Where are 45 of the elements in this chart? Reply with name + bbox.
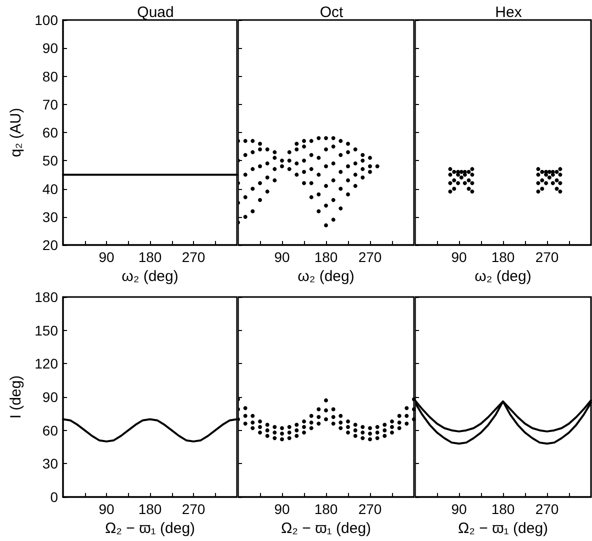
y-tick-label: 50: [42, 152, 58, 169]
x-axis-title: ω₂ (deg): [298, 268, 354, 285]
x-tick-label: 90: [451, 501, 467, 517]
y-tick-label: 90: [42, 40, 58, 56]
x-tick-label: 90: [98, 249, 114, 265]
y-tick-label: 0: [50, 489, 58, 505]
x-tick-label: 270: [182, 501, 206, 517]
y-axis-title: I (deg): [8, 375, 25, 419]
y-tick-label: 150: [34, 322, 58, 338]
x-tick-label: 180: [491, 249, 515, 265]
x-tick-label: 90: [274, 501, 290, 517]
x-axis-title: ω₂ (deg): [122, 268, 178, 285]
x-tick-label: 270: [182, 249, 206, 265]
x-tick-label: 180: [138, 501, 162, 517]
y-tick-label: 20: [42, 237, 58, 253]
y-tick-label: 70: [42, 96, 58, 112]
x-tick-label: 90: [98, 501, 114, 517]
x-axis-title: ω₂ (deg): [474, 268, 532, 285]
y-tick-label: 30: [42, 456, 58, 472]
x-tick-label: 90: [451, 249, 467, 265]
x-tick-label: 270: [535, 501, 559, 517]
x-tick-label: 180: [138, 249, 162, 265]
y-tick-label: 40: [42, 180, 58, 197]
y-tick-label: 30: [42, 208, 58, 225]
x-tick-label: 270: [358, 501, 382, 517]
x-tick-label: 180: [491, 501, 515, 517]
x-tick-label: 180: [314, 501, 338, 517]
x-axis-title: Ω₂ − ϖ₁ (deg): [280, 520, 372, 537]
x-axis-title: Ω₂ − ϖ₁ (deg): [104, 520, 196, 537]
x-tick-label: 180: [314, 249, 338, 265]
chart-title: Quad: [137, 4, 174, 21]
y-axis-title: q₂ (AU): [8, 108, 25, 158]
y-tick-label: 100: [34, 12, 58, 28]
x-axis-title: Ω₂ − ϖ₁ (deg): [458, 520, 548, 537]
x-tick-label: 270: [358, 249, 382, 265]
x-tick-label: 270: [535, 249, 559, 265]
y-tick-label: 60: [42, 422, 58, 438]
y-tick-label: 120: [34, 356, 58, 372]
x-tick-label: 90: [274, 249, 290, 265]
y-tick-label: 180: [34, 289, 58, 305]
chart-title: Hex: [495, 4, 522, 21]
y-tick-label: 60: [42, 124, 58, 140]
chart-title: Oct: [320, 4, 344, 21]
y-tick-label: 90: [42, 389, 58, 405]
y-tick-label: 80: [42, 68, 58, 84]
